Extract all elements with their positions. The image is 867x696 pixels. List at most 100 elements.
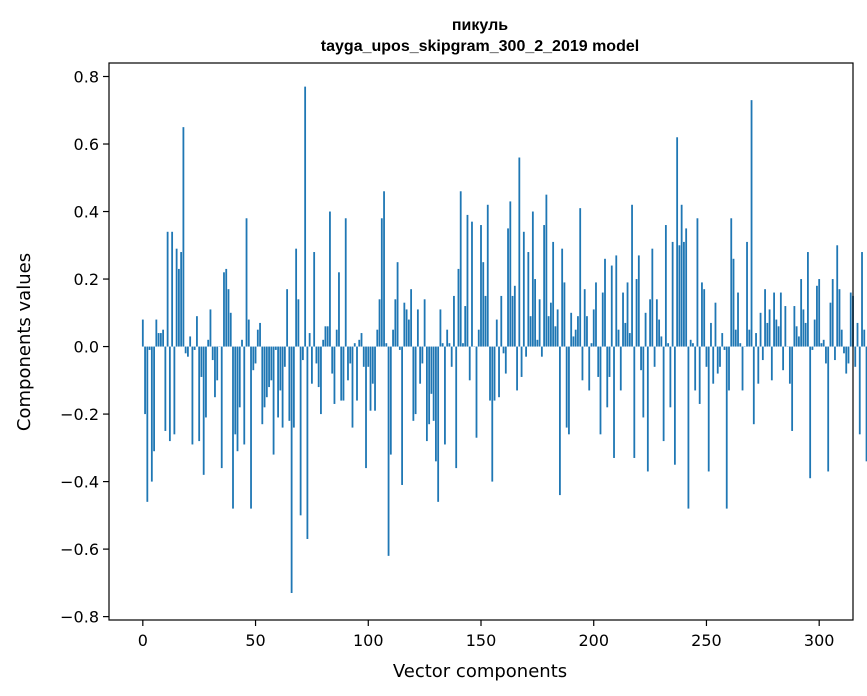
bar-122 [416, 309, 419, 347]
bar-173 [531, 211, 534, 347]
bar-129 [432, 346, 435, 421]
bar-100 [367, 346, 370, 367]
x-axis-ticks: 0 50 100 150 200 250 300 [138, 620, 834, 650]
bar-87 [338, 272, 340, 347]
bar-49 [252, 346, 255, 371]
bar-256 [719, 346, 721, 367]
bar-186 [561, 248, 564, 347]
bar-58 [272, 346, 275, 455]
bar-66 [290, 346, 293, 593]
bar-257 [721, 333, 724, 347]
bar-95 [356, 346, 358, 401]
bar-175 [536, 339, 539, 347]
bar-194 [579, 208, 582, 347]
bar-316 [854, 346, 857, 367]
bar-246 [696, 218, 699, 347]
chart-title-line-1: пикуль [452, 17, 508, 34]
bar-115 [401, 346, 403, 485]
bar-279 [770, 346, 773, 381]
bar-247 [698, 346, 701, 404]
bar-68 [295, 248, 298, 347]
bar-233 [667, 343, 670, 347]
bar-303 [825, 346, 827, 364]
bar-93 [351, 346, 354, 428]
bar-276 [764, 289, 766, 347]
bar-179 [545, 194, 548, 347]
bar-48 [250, 346, 252, 509]
bar-216 [628, 333, 631, 347]
bar-288 [791, 346, 794, 431]
bar-174 [534, 279, 537, 347]
bar-71 [301, 346, 304, 361]
bar-250 [705, 346, 708, 367]
bar-14 [173, 346, 176, 435]
bar-211 [617, 329, 620, 347]
bar-141 [459, 191, 462, 347]
bar-101 [369, 346, 372, 411]
bar-57 [270, 346, 273, 381]
x-tick-label-200: 200 [578, 631, 609, 650]
bar-242 [687, 346, 690, 509]
bar-43 [238, 346, 241, 408]
bar-45 [243, 346, 246, 445]
bar-103 [374, 346, 376, 411]
bar-170 [525, 346, 527, 357]
bar-166 [516, 346, 518, 391]
bar-180 [547, 316, 550, 347]
bar-158 [498, 346, 500, 398]
bar-46 [245, 218, 248, 347]
bar-178 [543, 225, 546, 347]
bar-244 [692, 343, 694, 347]
bar-187 [563, 282, 566, 347]
bar-132 [439, 309, 442, 347]
bar-62 [281, 346, 284, 428]
bar-183 [554, 326, 557, 347]
bar-21 [189, 336, 192, 347]
bar-125 [423, 299, 426, 347]
bar-98 [362, 346, 365, 367]
bar-280 [773, 292, 775, 347]
bar-284 [782, 346, 785, 371]
bar-252 [710, 322, 712, 347]
bar-262 [732, 258, 735, 347]
bar-243 [689, 339, 692, 347]
y-tick-label-4: 0.0 [74, 338, 99, 357]
bar-290 [795, 326, 798, 347]
bar-237 [676, 137, 679, 347]
bar-197 [586, 316, 588, 347]
bar-224 [646, 346, 649, 472]
bar-20 [187, 346, 189, 357]
bar-80 [322, 339, 325, 347]
bar-261 [730, 218, 733, 347]
bar-150 [480, 225, 482, 347]
bar-30 [209, 309, 212, 347]
bar-110 [389, 346, 392, 455]
bar-305 [829, 302, 832, 347]
bar-70 [299, 346, 302, 516]
y-tick-label-7: −0.6 [60, 540, 99, 559]
bar-184 [556, 309, 559, 347]
bar-312 [845, 346, 848, 374]
bar-253 [712, 346, 715, 384]
bar-314 [849, 292, 852, 347]
bar-128 [430, 346, 433, 394]
bar-199 [590, 343, 593, 347]
bar-304 [827, 346, 830, 472]
bar-254 [714, 302, 717, 347]
y-tick-label-1: 0.6 [74, 135, 99, 154]
bar-138 [453, 295, 455, 347]
y-tick-label-6: −0.4 [60, 473, 99, 492]
bar-152 [484, 295, 487, 347]
bar-120 [412, 346, 415, 421]
bar-133 [441, 343, 444, 347]
bar-38 [227, 289, 230, 347]
bar-17 [180, 252, 183, 347]
bar-317 [856, 322, 859, 347]
bar-189 [568, 346, 570, 435]
bar-139 [455, 346, 458, 469]
bar-273 [757, 346, 760, 384]
bar-302 [822, 339, 825, 347]
bar-225 [649, 299, 651, 347]
bar-121 [414, 346, 417, 415]
bar-240 [683, 241, 685, 347]
